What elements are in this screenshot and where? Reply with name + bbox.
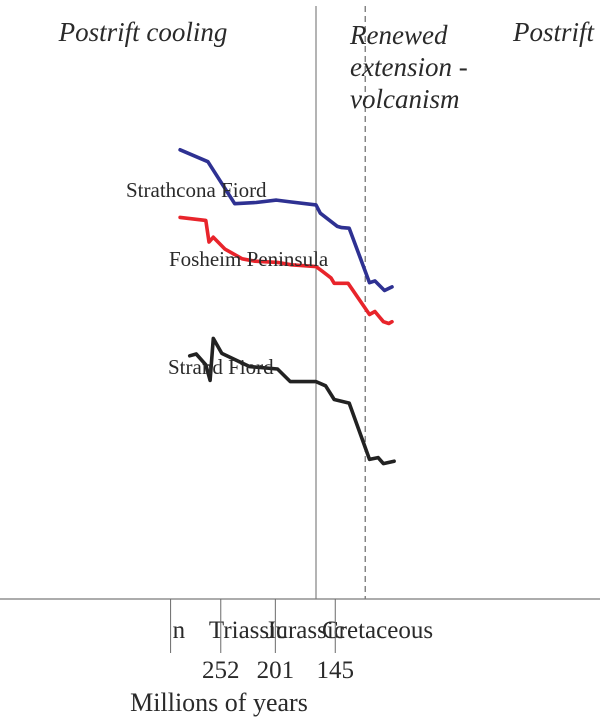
x-tick-label-252: 252 (202, 657, 240, 684)
period-label-n: n (173, 617, 186, 644)
phase-label-renewed-line-2: extension - (350, 52, 468, 82)
phase-boundaries (315, 6, 366, 599)
x-axis-ticks: 252 201 145 (202, 657, 354, 684)
x-axis-title: Millions of years (130, 688, 308, 717)
x-tick-label-201: 201 (257, 657, 295, 684)
phase-label-renewed-line-3: volcanism (350, 84, 459, 114)
phase-label-renewed-line-1: Renewed (349, 20, 448, 50)
series-labels: Strathcona Fiord Fosheim Peninsula Strand … (126, 178, 329, 379)
phase-label-postrift-line-1: Postrift (512, 17, 596, 47)
x-tick-label-145: 145 (317, 657, 355, 684)
period-label-triassic: Triassic (209, 617, 287, 644)
series-label-strand-fiord: Strand Fiord (168, 355, 274, 379)
series-label-strathcona-fiord: Strathcona Fiord (126, 178, 267, 202)
series-label-fosheim-peninsula: Fosheim Peninsula (169, 247, 329, 271)
series-line-strand-fiord (187, 336, 396, 466)
series-lines (178, 148, 396, 466)
phase-label-postrift-cooling-line-1: Postrift cooling (58, 17, 228, 47)
period-label-cretaceous: Cretaceous (322, 617, 433, 644)
period-label-jurassic: Jurassic (266, 617, 345, 644)
series-line-fosheim-peninsula (178, 215, 394, 326)
series-line-strathcona-fiord (178, 148, 394, 293)
